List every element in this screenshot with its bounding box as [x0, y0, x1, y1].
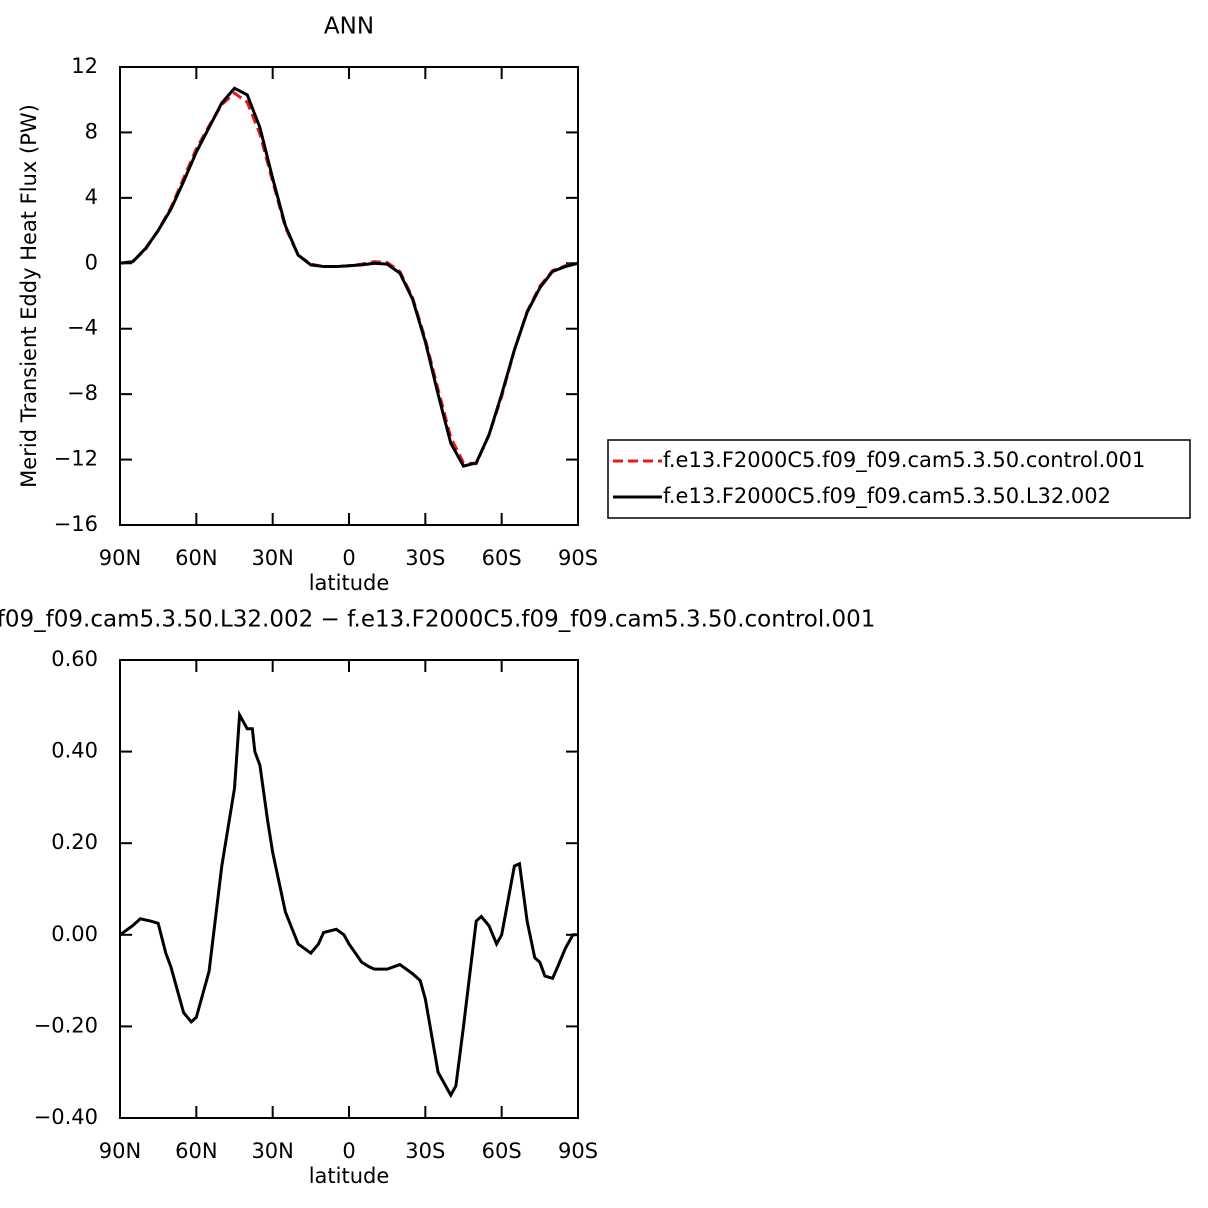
x-tick-label: 60N [175, 546, 217, 570]
x-tick-label: 90S [558, 1139, 598, 1163]
y-tick-label: −16 [54, 512, 98, 536]
y-tick-label: 8 [85, 119, 98, 143]
x-tick-label: 90S [558, 546, 598, 570]
x-tick-label: 0 [342, 1139, 355, 1163]
x-tick-label: 60S [482, 546, 522, 570]
data-line [119, 86, 579, 468]
x-axis-label: latitude [309, 571, 390, 595]
y-tick-label: 0.60 [51, 647, 98, 671]
y-axis-label: Merid Transient Eddy Heat Flux (PW) [17, 104, 41, 488]
x-tick-label: 0 [342, 546, 355, 570]
plot-frame [119, 66, 579, 526]
y-tick-label: −8 [67, 381, 98, 405]
y-tick-label: 0 [85, 250, 98, 274]
y-tick-label: 12 [71, 54, 98, 78]
x-tick-label: 30S [405, 546, 445, 570]
y-tick-label: 4 [85, 185, 98, 209]
x-tick-label: 30N [251, 546, 293, 570]
x-axis-label: latitude [309, 1164, 390, 1188]
legend-label: f.e13.F2000C5.f09_f09.cam5.3.50.control.… [663, 448, 1145, 473]
x-tick-label: 30S [405, 1139, 445, 1163]
x-tick-label: 90N [99, 546, 141, 570]
y-tick-label: −12 [54, 447, 98, 471]
legend-box [607, 439, 1191, 519]
y-tick-label: 0.20 [51, 830, 98, 854]
data-line [119, 91, 579, 466]
x-tick-label: 60N [175, 1139, 217, 1163]
y-tick-label: −4 [67, 316, 98, 340]
chart-title: f.e13.F2000C5.f09_f09.cam5.3.50.L32.002 … [0, 607, 875, 633]
chart-title: ANN [324, 14, 374, 40]
y-tick-label: −0.40 [34, 1105, 98, 1129]
data-line [119, 709, 578, 1099]
x-tick-label: 60S [482, 1139, 522, 1163]
x-tick-label: 90N [99, 1139, 141, 1163]
x-tick-label: 30N [251, 1139, 293, 1163]
y-tick-label: 0.40 [51, 739, 98, 763]
y-tick-label: 0.00 [51, 922, 98, 946]
legend-label: f.e13.F2000C5.f09_f09.cam5.3.50.L32.002 [663, 484, 1111, 509]
y-tick-label: −0.20 [34, 1013, 98, 1037]
